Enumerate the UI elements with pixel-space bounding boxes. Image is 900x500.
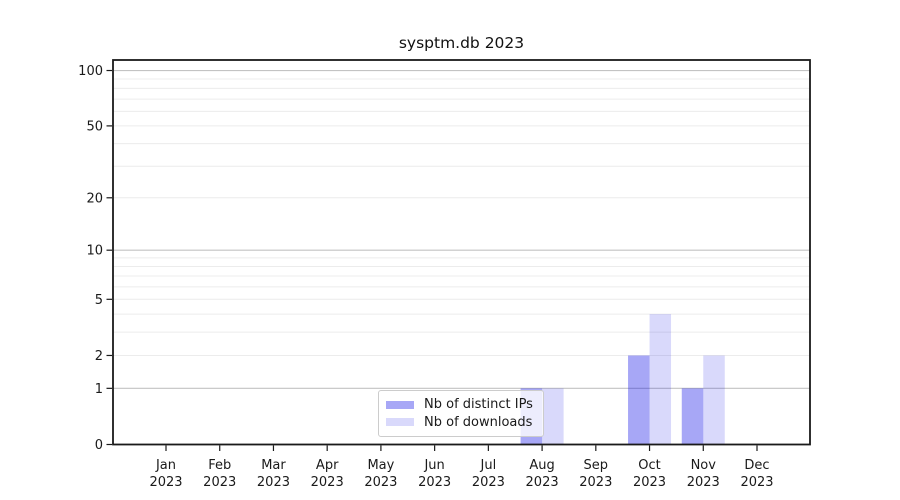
- x-tick-label-year: 2023: [579, 475, 612, 490]
- x-tick-label-year: 2023: [364, 475, 397, 490]
- x-tick-label-year: 2023: [740, 475, 773, 490]
- plot-border: [112, 59, 811, 446]
- x-tick-label-month: Oct: [638, 458, 660, 473]
- x-tick-label-month: Jan: [155, 458, 176, 473]
- x-tick-label-month: Feb: [208, 458, 231, 473]
- x-tick-label-year: 2023: [687, 475, 720, 490]
- legend-swatch-distinct-ips: [386, 400, 414, 409]
- bar-oct-series0: [628, 355, 650, 445]
- x-tick-label-month: Apr: [316, 458, 339, 473]
- chart-title: sysptm.db 2023: [398, 34, 525, 52]
- x-tick-label-month: Aug: [529, 458, 554, 473]
- x-tick-label-year: 2023: [257, 475, 290, 490]
- x-tick-label-year: 2023: [203, 475, 236, 490]
- legend-item-downloads: Nb of downloads: [386, 415, 535, 430]
- x-tick-label-month: Jul: [480, 458, 497, 473]
- bar-nov-series0: [681, 388, 704, 445]
- legend-label-distinct-ips: Nb of distinct IPs: [424, 397, 533, 413]
- y-tick-label: 10: [86, 244, 103, 259]
- x-tick-label-year: 2023: [311, 475, 344, 490]
- x-tick-label-year: 2023: [149, 475, 182, 490]
- x-tick-label-month: Nov: [691, 458, 717, 473]
- legend-item-distinct-ips: Nb of distinct IPs: [386, 397, 535, 412]
- bar-oct-series1: [649, 314, 672, 445]
- y-tick-label: 50: [86, 119, 103, 134]
- x-tick-label-year: 2023: [526, 475, 559, 490]
- x-tick-label-year: 2023: [472, 475, 505, 490]
- x-tick-label-year: 2023: [418, 475, 451, 490]
- x-tick-label-month: Dec: [744, 458, 769, 473]
- y-tick-label: 100: [78, 64, 103, 79]
- y-tick-label: 20: [86, 191, 103, 206]
- legend-swatch-downloads: [386, 418, 414, 427]
- bar-nov-series1: [703, 355, 725, 445]
- y-tick-label: 2: [95, 349, 103, 364]
- legend-label-downloads: Nb of downloads: [424, 414, 533, 430]
- y-tick-label: 1: [95, 382, 103, 397]
- x-tick-label-month: Jun: [423, 458, 444, 473]
- x-tick-label-year: 2023: [633, 475, 666, 490]
- x-tick-label-month: Sep: [584, 458, 609, 473]
- legend: Nb of distinct IPs Nb of downloads: [378, 390, 544, 437]
- x-tick-label-month: Mar: [261, 458, 286, 473]
- y-tick-label: 0: [95, 438, 103, 453]
- x-tick-label-month: May: [367, 458, 394, 473]
- y-tick-label: 5: [95, 293, 103, 308]
- bar-aug-series1: [542, 388, 564, 445]
